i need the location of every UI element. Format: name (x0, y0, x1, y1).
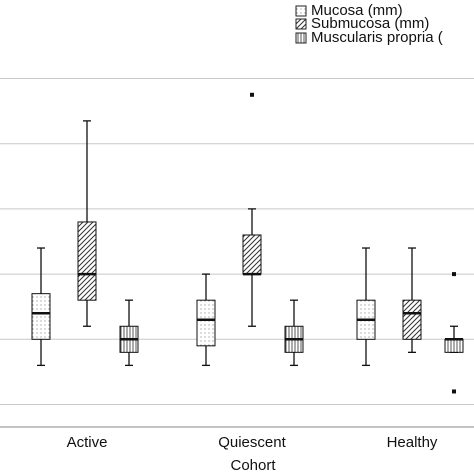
legend-item-muscularis-propria: Muscularis propria ( (295, 29, 443, 46)
box-dots-quiescent (196, 273, 216, 367)
legend: Mucosa (mm) Submucosa (mm) Muscularis pr… (295, 2, 443, 46)
box-body (402, 299, 422, 340)
box-body (242, 234, 262, 275)
box-diagonal-active (77, 120, 97, 327)
outlier-point (250, 92, 254, 97)
box-body (444, 338, 464, 353)
outlier-point (452, 389, 456, 394)
legend-label-mucosa: Mucosa (mm) (311, 2, 403, 19)
gridlines (0, 78, 474, 405)
box-series (31, 92, 464, 394)
legend-item-submucosa: Submucosa (mm) (295, 15, 429, 32)
box-diagonal-quiescent (242, 208, 262, 327)
legend-label-submucosa: Submucosa (mm) (311, 15, 429, 32)
outlier-point (452, 272, 456, 277)
box-vertical-active (119, 299, 139, 367)
x-tick-label-healthy: Healthy (387, 434, 438, 451)
legend-item-mucosa: Mucosa (mm) (295, 2, 403, 19)
legend-swatch-muscularis-propria (295, 32, 307, 44)
box-body (31, 293, 51, 340)
box-vertical-healthy (444, 325, 464, 353)
box-body (196, 299, 216, 347)
x-axis-title: Cohort (230, 457, 276, 474)
box-dots-healthy (356, 247, 376, 367)
legend-swatch-submucosa (295, 18, 307, 30)
box-diagonal-healthy (402, 247, 422, 353)
box-body (77, 221, 97, 301)
legend-swatch-mucosa (295, 5, 307, 17)
x-tick-label-quiescent: Quiescent (218, 434, 286, 451)
box-vertical-quiescent (284, 299, 304, 367)
box-dots-active (31, 247, 51, 367)
x-tick-label-active: Active (67, 434, 108, 451)
legend-label-muscularis-propria: Muscularis propria ( (311, 29, 443, 46)
